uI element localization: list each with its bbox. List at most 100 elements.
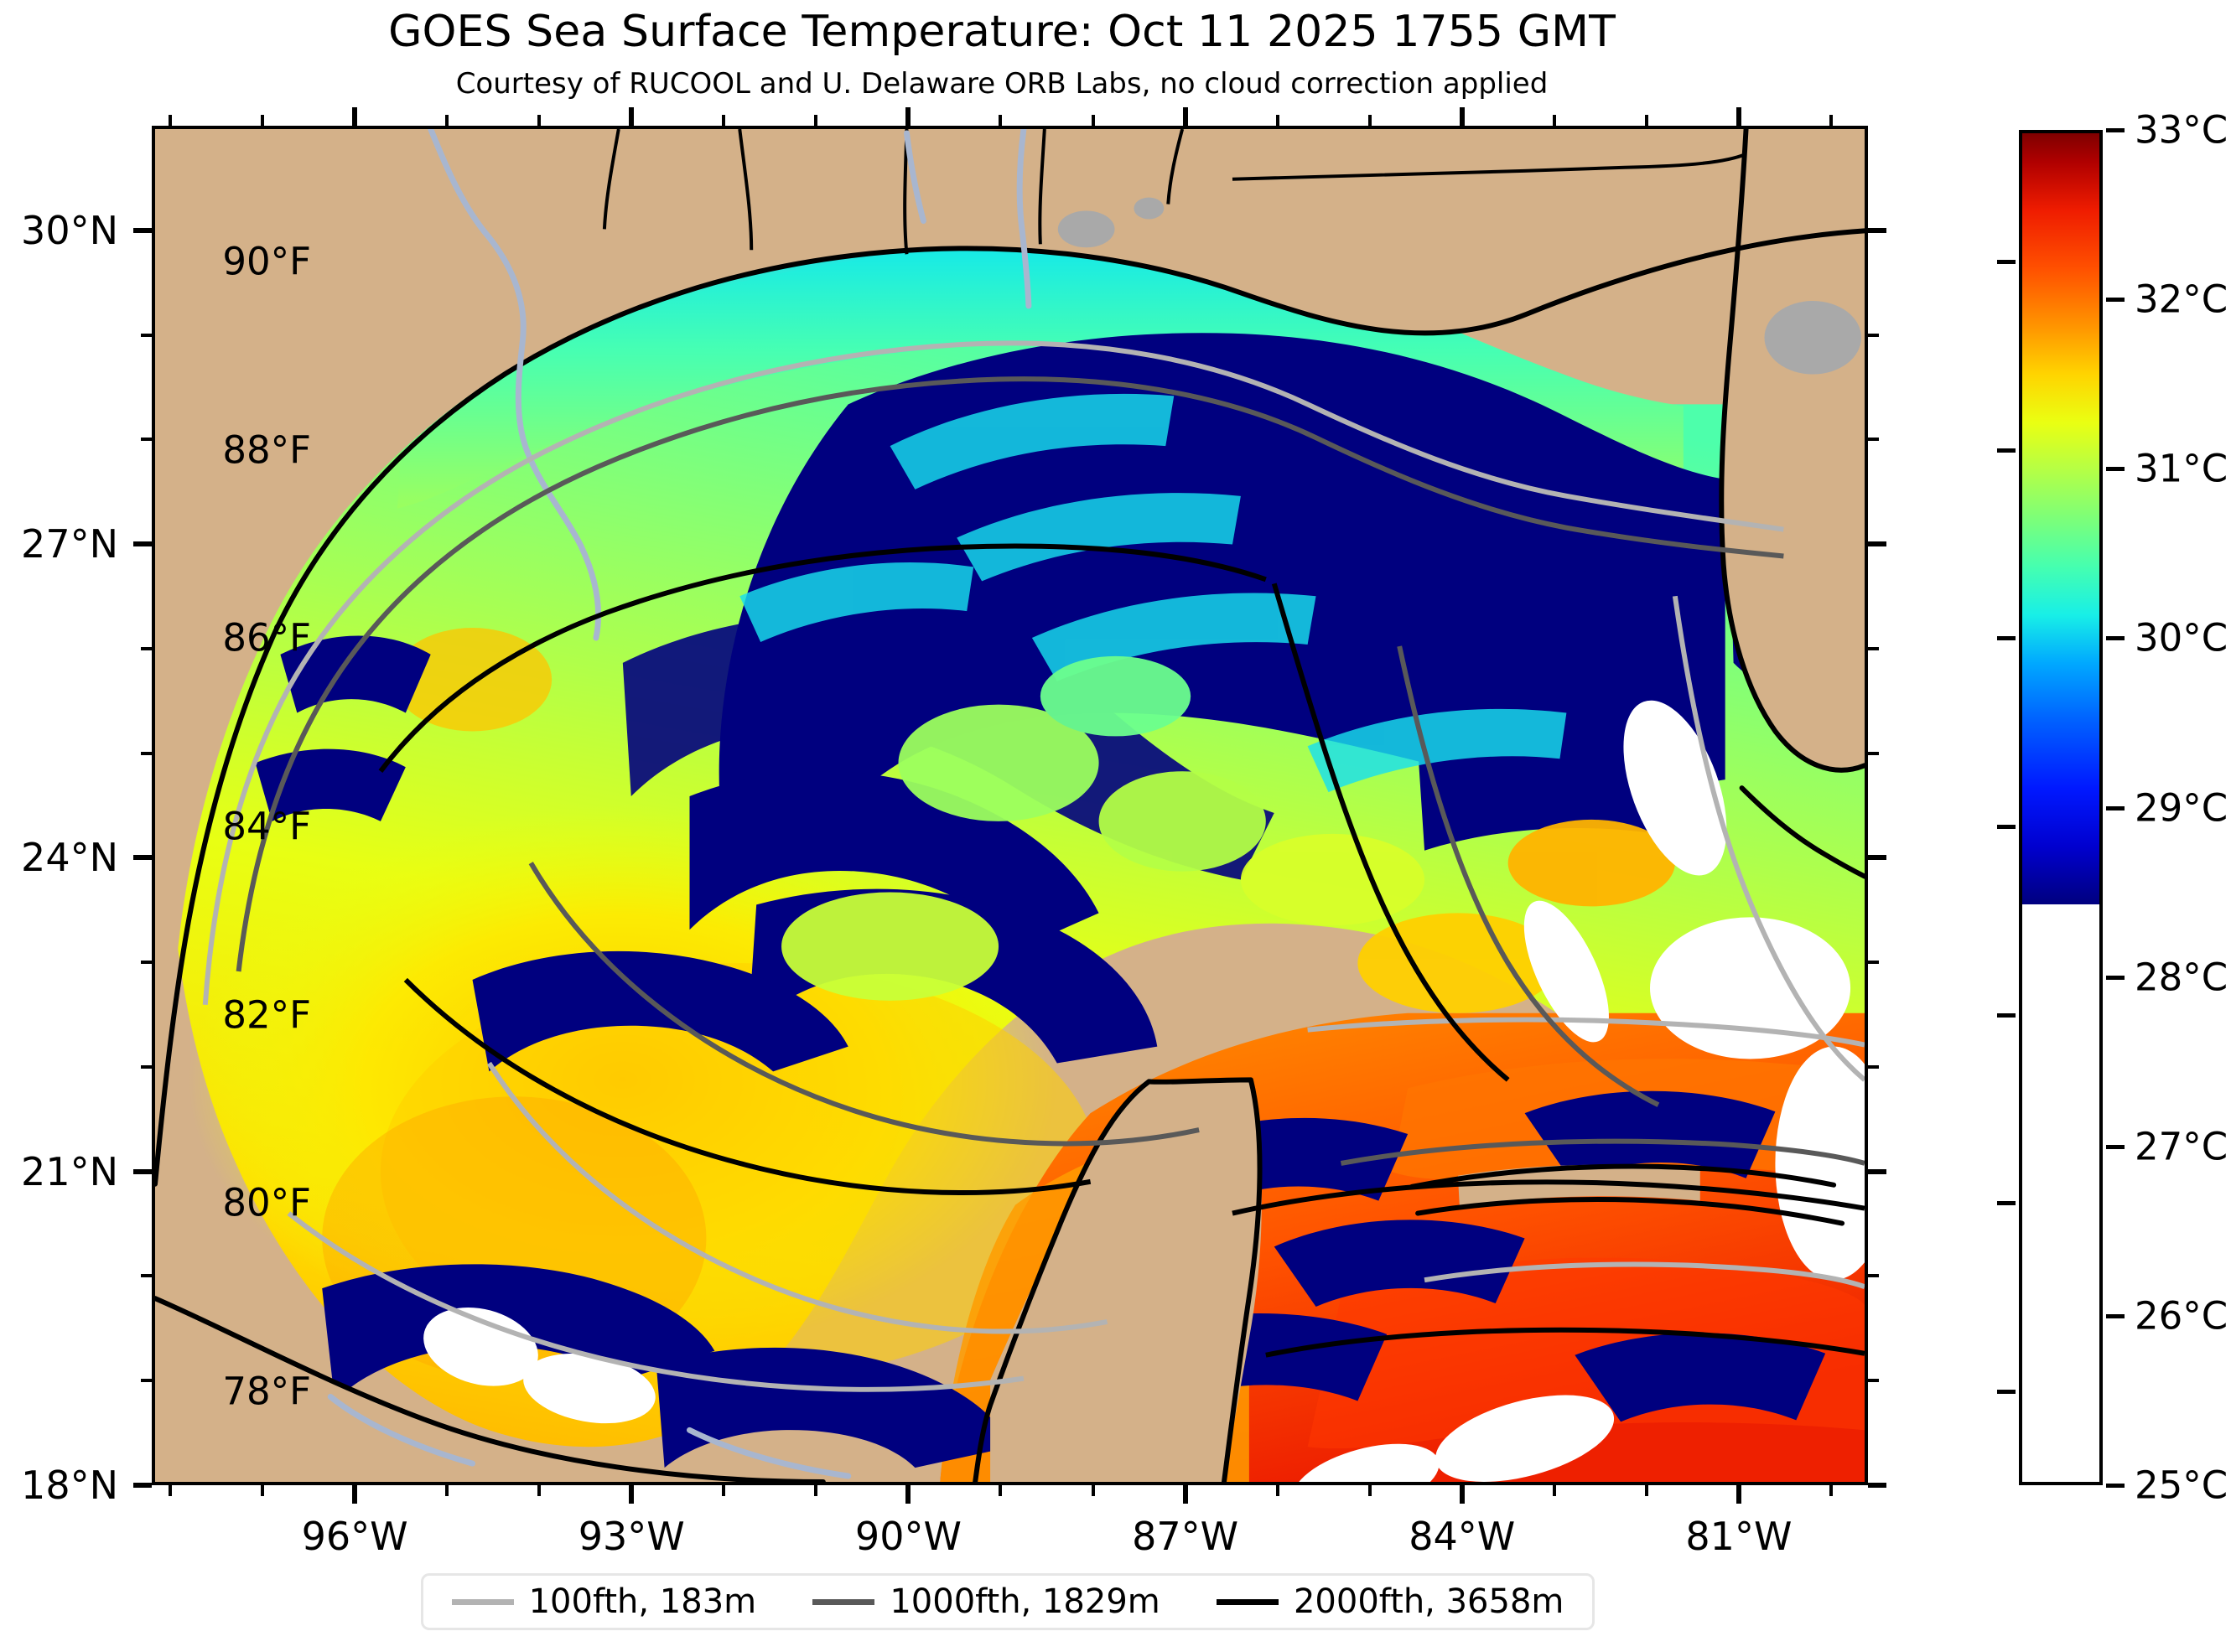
no-data-blob-2 [1523, 900, 1609, 1043]
x-axis-top-major-tick [1736, 107, 1741, 126]
y-axis-right-major-tick [1868, 541, 1886, 547]
colorbar-fahrenheit-label: 88°F [222, 427, 311, 473]
x-axis-top-major-tick [905, 107, 911, 126]
colorbar-fahrenheit-tick [1997, 1389, 2016, 1394]
x-axis-top-minor-tick [999, 115, 1003, 126]
no-data-areas [423, 700, 1865, 1482]
contour-100fth-cuba-south [1424, 1261, 1865, 1289]
colorbar-celsius-label: 30°C [2135, 615, 2228, 660]
river-branch-1 [903, 130, 926, 224]
legend-line-swatch [1216, 1598, 1279, 1605]
land-mexico-south [155, 1297, 823, 1482]
coastline-yucatan [973, 1077, 1263, 1482]
cloud-edge-streak-2 [957, 493, 1241, 582]
y-axis-major-tick [133, 1483, 152, 1488]
y-axis-major-tick [133, 1168, 152, 1174]
y-axis-right-minor-tick [1868, 751, 1879, 755]
clear-patch-central-3 [1240, 833, 1425, 926]
y-axis-major-tick [133, 541, 152, 547]
river-branch-3 [687, 1427, 852, 1479]
x-axis-top-minor-tick [1552, 115, 1556, 126]
contour-2000fth-cuba-n [1232, 1179, 1865, 1216]
legend-line-swatch [451, 1598, 514, 1605]
colorbar-celsius-tick [2106, 975, 2125, 980]
colorbar-celsius-label: 26°C [2135, 1293, 2228, 1339]
x-axis-minor-tick [1091, 1485, 1095, 1496]
contour-100fth-straits [1307, 1017, 1865, 1048]
contour-1000fth-main [236, 376, 1784, 972]
border-6 [1232, 153, 1747, 181]
contour-1000fth-east [1397, 645, 1660, 1107]
x-axis-top-minor-tick [445, 115, 449, 126]
y-axis-right-minor-tick [1868, 333, 1879, 337]
coastline-mexico-south [155, 1296, 826, 1482]
bathymetry-2000fth [378, 543, 1865, 1358]
x-axis-top-minor-tick [169, 115, 172, 126]
x-axis-top-major-tick [1459, 107, 1465, 126]
y-axis-right-minor-tick [1868, 1379, 1879, 1383]
y-axis-minor-tick [141, 438, 152, 442]
x-axis-major-tick [1736, 1485, 1741, 1504]
colorbar-fahrenheit-tick [1997, 1201, 2016, 1206]
border-2 [738, 129, 754, 251]
x-axis-top-minor-tick [1644, 115, 1648, 126]
coastline-florida-keys [1739, 785, 1865, 879]
coastline-gulf-north [155, 228, 1865, 1187]
x-axis-label: 90°W [854, 1514, 962, 1559]
cloud-edge-streak-1 [890, 393, 1175, 489]
no-data-blob-8 [1293, 1443, 1440, 1482]
legend-item: 2000fth, 3658m [1216, 1582, 1564, 1621]
x-axis-top-major-tick [352, 107, 358, 126]
cloud-edge-streak-4 [739, 562, 974, 642]
colorbar-fahrenheit-tick [1997, 448, 2016, 453]
x-axis-minor-tick [169, 1485, 172, 1496]
colorbar-fahrenheit-tick [1997, 636, 2016, 641]
y-axis-right-minor-tick [1868, 646, 1879, 650]
coastlines [155, 129, 1865, 1482]
cloud-streak-west-gulf-2 [255, 748, 406, 821]
x-axis-top-minor-tick [1829, 115, 1833, 126]
coastline-cuba-south [1415, 1197, 1845, 1226]
clear-patch-central-4 [781, 892, 999, 1001]
colorbar-celsius-tick [2106, 298, 2125, 303]
bathymetry-100fth [202, 340, 1865, 1392]
colorbar-fahrenheit-label: 78°F [222, 1369, 311, 1414]
x-axis-top-major-tick [1182, 107, 1188, 126]
y-axis-right-minor-tick [1868, 1064, 1879, 1069]
x-axis-top-minor-tick [537, 115, 542, 126]
contour-1000fth-cuba [1340, 1138, 1865, 1166]
border-4 [1038, 129, 1046, 245]
river-branch-2 [327, 1394, 476, 1467]
x-axis-label: 84°W [1409, 1514, 1516, 1559]
legend-item: 100fth, 183m [451, 1582, 757, 1621]
colorbar-celsius-label: 29°C [2135, 785, 2228, 830]
y-axis-right-major-tick [1868, 1168, 1886, 1174]
x-axis-label: 93°W [578, 1514, 685, 1559]
coastline-florida-west [1719, 129, 1865, 773]
river-mississippi [1016, 129, 1032, 309]
x-axis-top-minor-tick [814, 115, 818, 126]
clear-sky-patches [781, 655, 1675, 1013]
y-axis-major-tick [133, 855, 152, 861]
border-1 [602, 129, 620, 230]
cloud-streak-caribbean-3 [1575, 1333, 1826, 1422]
x-axis-minor-tick [1367, 1485, 1372, 1496]
legend-item-label: 100fth, 183m [528, 1582, 757, 1621]
river-rio-grande [428, 129, 602, 641]
inland-water [327, 129, 1032, 1479]
no-data-blob-5 [423, 1307, 538, 1386]
legend-item: 1000fth, 1829m [812, 1582, 1160, 1621]
colorbar-fahrenheit-label: 80°F [222, 1180, 311, 1225]
colorbar-celsius-tick [2106, 1484, 2125, 1488]
lake-okeechobee [1764, 300, 1862, 375]
sst-heatmap-svg [155, 129, 1865, 1482]
land-cuba [1457, 1164, 1700, 1207]
colorbar-fahrenheit-label: 86°F [222, 615, 311, 660]
y-axis-label: 21°N [21, 1148, 118, 1194]
cloud-masked-regions [255, 333, 1865, 1468]
y-axis-minor-tick [141, 646, 152, 650]
x-axis-major-tick [352, 1485, 358, 1504]
landmasses [155, 129, 1865, 1482]
contour-1000fth-arc [528, 862, 1200, 1147]
y-axis-minor-tick [141, 1274, 152, 1278]
